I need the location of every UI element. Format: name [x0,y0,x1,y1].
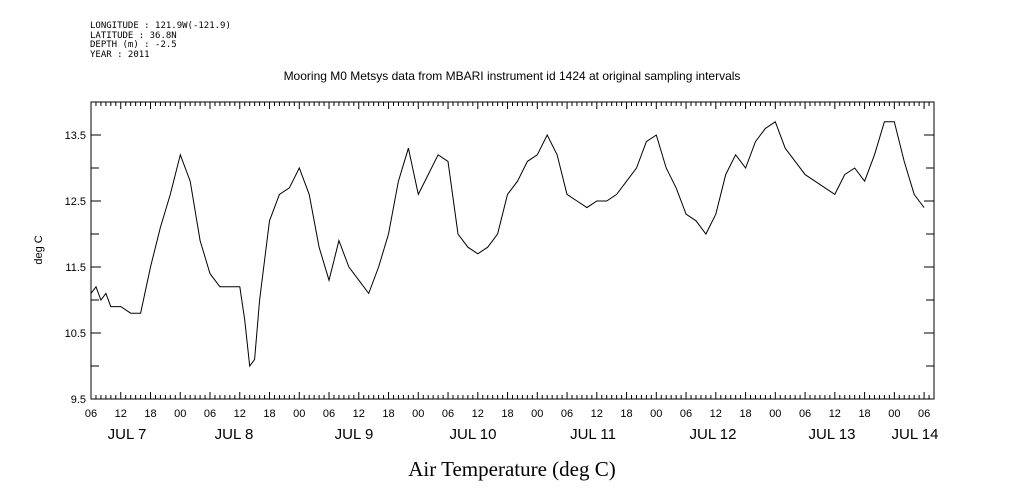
x-day-label: JUL 10 [450,426,497,443]
x-hour-label: 06 [323,408,335,420]
y-tick-label: 11.5 [65,262,86,274]
x-hour-label: 18 [501,408,513,420]
y-tick-label: 10.5 [65,328,86,340]
x-hour-label: 12 [115,408,127,420]
longitude-label: LONGITUDE : 121.9W(-121.9) [90,21,231,31]
x-axis-label: Air Temperature (deg C) [408,457,615,481]
y-tick-label: 9.5 [71,394,86,406]
x-hour-label: 06 [680,408,692,420]
series-layer [90,121,925,368]
x-hour-label: 06 [85,408,97,420]
y-tick-label: 13.5 [65,130,86,142]
x-hour-label: 06 [204,408,216,420]
x-day-label: JUL 13 [809,426,856,443]
x-hour-label: 00 [412,408,424,420]
latitude-label: LATITUDE : 36.8N [90,30,177,41]
x-hour-label: 00 [174,408,186,420]
y-axis-label: deg C [33,235,45,264]
x-axis: 06 12 18 00 06 12 18 00 06 12 18 00 06 12 18 00 06 12 18 00… [85,102,939,443]
x-hour-label: 06 [918,408,930,420]
x-hour-label: 12 [829,408,841,420]
x-hour-label: 00 [769,408,781,420]
x-hour-label: 12 [353,408,365,420]
x-hour-label: 18 [858,408,870,420]
x-hour-label: 06 [442,408,454,420]
x-hour-label: 06 [799,408,811,420]
x-hour-label: 12 [472,408,484,420]
x-hour-label: 18 [144,408,156,420]
x-hour-label: 00 [293,408,305,420]
x-hour-label: 12 [234,408,246,420]
x-hour-label: 12 [591,408,603,420]
x-day-label: JUL 7 [108,426,147,443]
metadata-block: LONGITUDE : 121.9W(-121.9) LATITUDE : 36… [90,21,231,60]
x-hour-label: 18 [739,408,751,420]
x-hour-label: 18 [263,408,275,420]
depth-label: DEPTH (m) : -2.5 [90,40,177,50]
x-hour-label: 12 [710,408,722,420]
x-day-label: JUL 11 [570,426,616,443]
x-day-label: JUL 14 [892,426,939,443]
year-label: YEAR : 2011 [90,49,150,60]
x-day-label: JUL 12 [690,426,737,443]
chart-title: Mooring M0 Metsys data from MBARI instru… [284,69,741,83]
y-axis: 9.5 10.5 11.5 12.5 13.5 [65,101,934,406]
x-day-label: JUL 9 [335,426,374,443]
x-day-label: JUL 8 [215,426,254,443]
x-hour-label: 00 [650,408,662,420]
x-hour-label: 00 [888,408,900,420]
x-hour-label: 06 [561,408,573,420]
y-tick-label: 12.5 [65,196,86,208]
x-hour-label: 18 [620,408,632,420]
plot-frame [90,101,935,400]
x-hour-label: 00 [531,408,543,420]
series-line [90,121,925,368]
x-hour-label: 18 [382,408,394,420]
